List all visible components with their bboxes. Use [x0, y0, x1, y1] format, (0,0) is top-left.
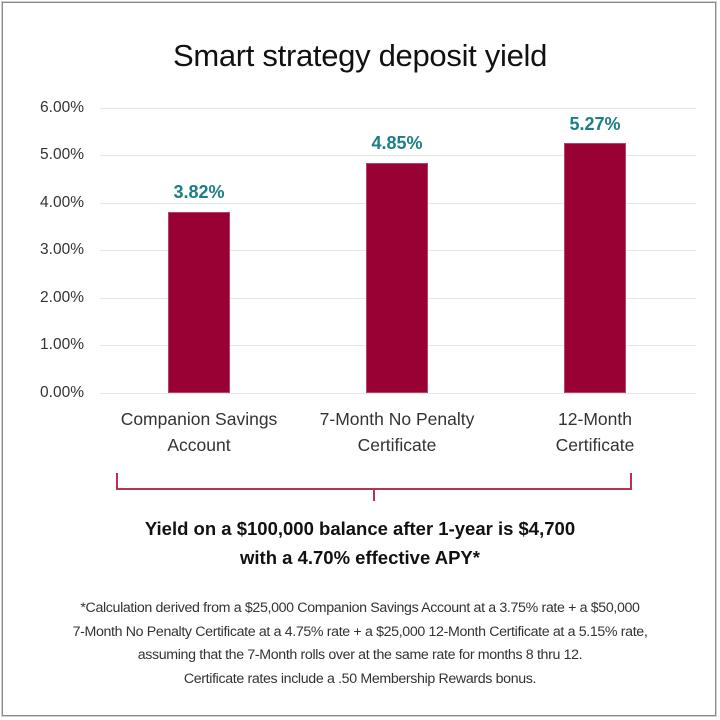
summary-line: with a 4.70% effective APY* — [240, 547, 480, 568]
x-label-line: Account — [167, 435, 231, 455]
y-tick-label: 1.00% — [40, 336, 84, 353]
bracket-left-arm — [116, 473, 118, 490]
gridline-6 — [100, 108, 696, 109]
footnote-line: assuming that the 7-Month rolls over at … — [137, 647, 583, 663]
x-label-line: 12-Month — [558, 409, 632, 429]
gridline-0 — [100, 393, 696, 394]
x-label-line: Certificate — [357, 435, 437, 455]
x-label-line: Companion Savings — [120, 409, 278, 429]
x-category-label: Companion Savings Account — [99, 406, 299, 458]
y-tick-label: 5.00% — [40, 146, 84, 163]
x-category-label: 7-Month No Penalty Certificate — [297, 406, 497, 458]
bar-7-month-certificate — [366, 163, 428, 393]
y-tick-label: 3.00% — [40, 241, 84, 258]
y-tick-label: 0.00% — [40, 384, 84, 401]
y-tick-label: 6.00% — [40, 99, 84, 116]
footnote: *Calculation derived from a $25,000 Comp… — [0, 597, 720, 691]
value-label: 4.85% — [371, 133, 423, 153]
bracket-center-tick — [373, 488, 375, 501]
y-tick-label: 4.00% — [40, 194, 84, 211]
footnote-line: Certificate rates include a .50 Membersh… — [183, 670, 537, 687]
bar-12-month-certificate — [564, 143, 626, 393]
footnote-line: *Calculation derived from a $25,000 Comp… — [80, 600, 640, 616]
summary-line: Yield on a $100,000 balance after 1-year… — [144, 518, 576, 539]
footnote-line: 7-Month No Penalty Certificate at a 4.75… — [72, 623, 648, 640]
value-label: 5.27% — [569, 114, 621, 134]
gridline-5 — [100, 155, 696, 156]
value-label: 3.82% — [173, 182, 225, 202]
x-category-label: 12-Month Certificate — [495, 406, 695, 458]
yield-summary: Yield on a $100,000 balance after 1-year… — [0, 514, 720, 572]
chart-title: Smart strategy deposit yield — [172, 38, 548, 73]
bar-companion-savings — [168, 212, 230, 393]
x-label-line: 7-Month No Penalty — [319, 409, 475, 429]
x-label-line: Certificate — [555, 435, 635, 455]
y-tick-label: 2.00% — [40, 289, 84, 306]
bracket-right-arm — [630, 473, 632, 490]
